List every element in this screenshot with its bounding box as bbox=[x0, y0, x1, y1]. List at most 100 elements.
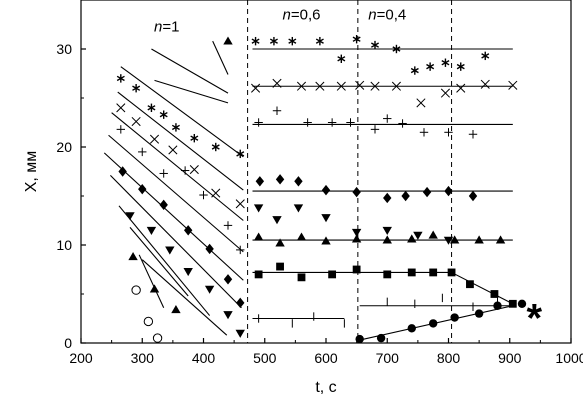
data-point bbox=[490, 290, 499, 298]
data-point bbox=[199, 190, 208, 200]
data-point bbox=[235, 329, 245, 338]
fit-line bbox=[103, 152, 244, 281]
data-point bbox=[428, 230, 438, 239]
marker-shape bbox=[293, 204, 304, 213]
marker-shape bbox=[275, 174, 285, 185]
data-point bbox=[466, 280, 474, 289]
data-point bbox=[159, 110, 168, 119]
data-point bbox=[147, 103, 156, 112]
data-point bbox=[171, 304, 181, 314]
marker-stroke bbox=[392, 46, 401, 52]
fit-line bbox=[110, 175, 242, 309]
data-point bbox=[401, 190, 410, 202]
marker-shape bbox=[183, 225, 193, 236]
x-tick-label: 600 bbox=[314, 350, 338, 366]
x-tick-label: 1000 bbox=[555, 350, 583, 366]
marker-shape bbox=[474, 235, 484, 244]
marker-stroke bbox=[190, 135, 199, 141]
data-point bbox=[272, 106, 282, 115]
marker-stroke bbox=[508, 80, 518, 90]
marker-stroke bbox=[269, 38, 278, 44]
marker-stroke bbox=[352, 36, 361, 42]
data-point bbox=[297, 273, 306, 282]
marker-shape bbox=[321, 184, 331, 196]
marker-stroke bbox=[168, 145, 178, 155]
marker-shape bbox=[407, 268, 416, 277]
marker-shape bbox=[321, 236, 331, 245]
data-point bbox=[426, 62, 435, 71]
data-point bbox=[352, 265, 361, 274]
marker-shape bbox=[171, 304, 181, 314]
marker-stroke bbox=[251, 38, 260, 44]
data-point bbox=[254, 270, 263, 279]
data-point bbox=[382, 235, 392, 244]
x-tick-label: 300 bbox=[131, 350, 155, 366]
data-point bbox=[321, 214, 331, 223]
marker-shape bbox=[352, 186, 361, 198]
data-point bbox=[480, 79, 490, 89]
data-point bbox=[508, 299, 517, 308]
marker-shape bbox=[255, 176, 265, 187]
marker-stroke bbox=[132, 85, 141, 91]
data-point bbox=[370, 125, 380, 134]
data-point bbox=[236, 297, 245, 309]
data-point bbox=[223, 274, 233, 285]
marker-shape bbox=[276, 262, 284, 271]
region-label-var: n bbox=[368, 7, 376, 24]
y-tick-label: 30 bbox=[56, 41, 72, 57]
fit-line bbox=[111, 112, 244, 221]
marker-shape bbox=[428, 230, 438, 239]
marker-shape bbox=[223, 311, 233, 320]
marker-shape bbox=[508, 299, 517, 308]
data-point bbox=[118, 166, 127, 177]
marker-shape bbox=[143, 316, 154, 327]
marker-shape bbox=[376, 333, 386, 343]
data-point bbox=[152, 333, 163, 343]
data-point bbox=[327, 118, 337, 127]
data-point bbox=[429, 268, 438, 277]
marker-shape bbox=[118, 166, 127, 177]
data-point bbox=[183, 225, 193, 236]
marker-stroke bbox=[336, 81, 346, 91]
data-point bbox=[189, 164, 199, 175]
data-point bbox=[190, 133, 199, 143]
data-point bbox=[410, 66, 419, 75]
marker-shape bbox=[138, 183, 147, 195]
marker-stroke bbox=[211, 188, 221, 198]
data-point bbox=[407, 268, 416, 277]
marker-shape bbox=[490, 290, 499, 298]
marker-stroke bbox=[116, 75, 125, 82]
data-point bbox=[168, 145, 178, 155]
data-point bbox=[255, 176, 265, 187]
marker-stroke bbox=[480, 79, 490, 89]
marker-stroke bbox=[441, 60, 450, 66]
data-point bbox=[254, 118, 263, 127]
marker-shape bbox=[159, 199, 168, 211]
marker-shape bbox=[205, 243, 214, 255]
marker-shape bbox=[422, 186, 432, 198]
marker-shape bbox=[429, 268, 438, 277]
region-label-value: =0,6 bbox=[291, 7, 321, 24]
data-point bbox=[407, 234, 417, 243]
marker-shape bbox=[165, 246, 175, 255]
data-point bbox=[468, 130, 478, 139]
data-point bbox=[171, 123, 180, 132]
data-point bbox=[253, 204, 264, 213]
marker-shape bbox=[297, 273, 306, 282]
data-point bbox=[296, 232, 307, 241]
fit-line bbox=[129, 227, 189, 297]
data-point bbox=[328, 270, 337, 279]
data-point bbox=[336, 81, 346, 91]
data-point bbox=[346, 118, 355, 127]
data-point bbox=[211, 142, 220, 152]
marker-stroke bbox=[116, 103, 126, 113]
y-tick-label: 20 bbox=[56, 139, 72, 155]
data-point bbox=[253, 232, 264, 241]
data-point bbox=[143, 316, 154, 327]
marker-shape bbox=[125, 212, 135, 221]
data-point bbox=[293, 204, 304, 213]
marker-shape bbox=[204, 285, 215, 294]
x-axis-title: t, c bbox=[315, 379, 336, 396]
marker-shape bbox=[223, 36, 233, 45]
region-label: n=1 bbox=[154, 18, 179, 35]
